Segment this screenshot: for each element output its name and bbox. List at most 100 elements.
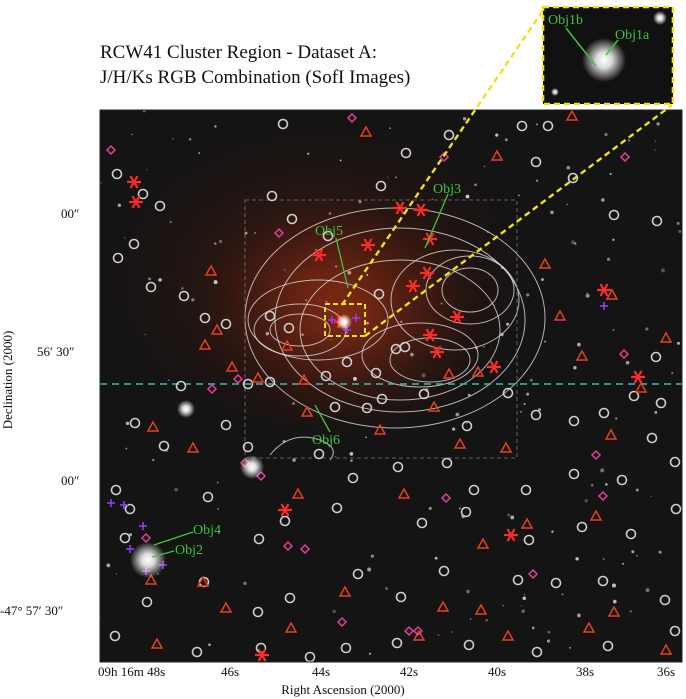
marker-circle <box>124 503 136 515</box>
field-star <box>399 320 403 324</box>
field-star <box>483 165 486 168</box>
field-star <box>214 242 217 245</box>
marker-circle <box>361 402 373 414</box>
field-star <box>520 410 522 413</box>
field-star <box>546 639 551 643</box>
field-star <box>325 300 328 303</box>
marker-triangle <box>225 360 239 372</box>
marker-diamond <box>412 625 424 637</box>
field-star <box>106 563 111 568</box>
contour-line <box>389 337 471 383</box>
marker-circle <box>191 646 203 658</box>
marker-diamond <box>336 616 348 628</box>
marker-triangle <box>297 373 311 385</box>
field-star <box>612 328 615 331</box>
field-star <box>660 268 665 273</box>
marker-triangle <box>251 371 265 383</box>
field-star <box>367 567 372 572</box>
marker-triangle <box>501 629 515 641</box>
field-star <box>645 588 650 593</box>
field-star <box>115 573 118 575</box>
marker-circle <box>253 533 265 545</box>
marker-triangle <box>575 349 589 361</box>
marker-circle <box>461 420 473 432</box>
marker-triangle <box>359 125 373 137</box>
field-star <box>208 643 211 647</box>
marker-circle <box>352 568 364 580</box>
field-star <box>389 127 391 129</box>
marker-circle <box>567 172 579 184</box>
field-star <box>535 123 539 126</box>
field-star <box>529 378 533 382</box>
contour-line <box>361 322 479 388</box>
field-star <box>421 373 426 378</box>
field-star <box>198 152 201 155</box>
marker-circle <box>283 322 295 334</box>
marker-circle <box>608 209 620 221</box>
marker-circle <box>284 592 296 604</box>
field-star <box>465 422 468 425</box>
marker-circle <box>438 565 450 577</box>
field-star <box>213 280 218 285</box>
asterisk-stroke <box>506 528 516 542</box>
field-star <box>152 458 155 462</box>
field-star <box>678 229 682 233</box>
marker-triangle <box>634 381 648 393</box>
field-star <box>611 583 616 588</box>
field-star <box>544 340 547 343</box>
field-star <box>462 117 467 121</box>
field-star <box>305 299 308 302</box>
field-star <box>483 346 485 348</box>
field-star <box>172 138 174 140</box>
field-star <box>573 366 577 370</box>
field-star <box>654 149 656 151</box>
marker-circle <box>568 468 580 480</box>
field-star <box>574 242 577 245</box>
marker-circle <box>416 517 428 529</box>
obj1b-pointer <box>565 27 597 67</box>
field-star <box>142 110 146 113</box>
marker-circle <box>112 252 124 264</box>
marker-circle <box>395 591 407 603</box>
field-star <box>550 210 554 215</box>
contour-line <box>269 313 331 347</box>
field-star <box>440 302 443 305</box>
marker-triangle <box>373 423 387 435</box>
field-star <box>654 140 657 142</box>
field-star <box>518 194 520 197</box>
field-star <box>520 605 523 607</box>
field-star <box>330 339 332 341</box>
obj6-pointer <box>314 404 331 433</box>
marker-diamond <box>299 543 311 555</box>
marker-triangle <box>553 309 567 321</box>
contour-line <box>299 259 501 401</box>
field-star <box>671 372 674 375</box>
marker-circle <box>400 147 412 159</box>
marker-circle <box>576 521 588 533</box>
obj5-pointer <box>335 237 349 289</box>
y-tick-label: 00″ <box>61 473 80 488</box>
field-star <box>676 221 680 225</box>
marker-diamond <box>590 449 602 461</box>
marker-diamond <box>440 492 452 504</box>
marker-asterisk <box>393 201 407 215</box>
marker-circle <box>418 388 430 400</box>
field-star <box>645 327 649 331</box>
asterisk-stroke <box>314 248 324 262</box>
obj4-pointer <box>153 531 194 546</box>
field-star <box>168 379 170 381</box>
inset-star <box>582 38 626 82</box>
marker-asterisk <box>255 648 269 662</box>
field-star <box>145 169 148 171</box>
field-star <box>522 596 527 601</box>
marker-circle <box>373 288 385 300</box>
field-star <box>301 333 304 336</box>
marker-circle <box>175 380 187 392</box>
field-star <box>566 203 568 206</box>
marker-diamond <box>618 348 630 360</box>
field-star <box>577 342 581 347</box>
asterisk-stroke <box>363 238 373 252</box>
marker-circle <box>659 594 671 606</box>
marker-circle <box>154 200 166 212</box>
